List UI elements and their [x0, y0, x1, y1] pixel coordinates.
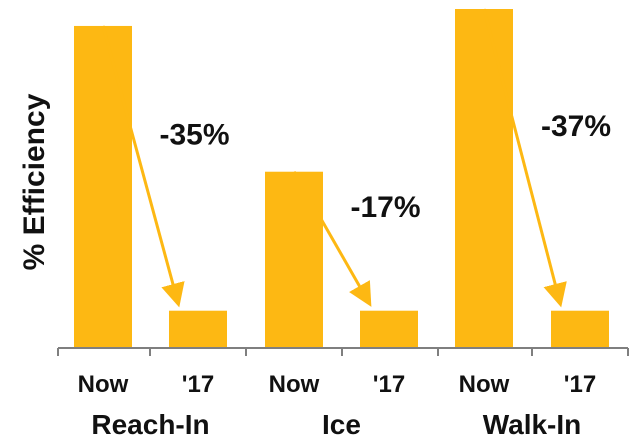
- bar-6: [551, 310, 609, 348]
- y-axis-label: % Efficiency: [18, 93, 51, 270]
- change-arrow-2: [292, 170, 372, 307]
- change-label-1: -35%: [159, 118, 229, 151]
- group-label-reach-in: Reach-In: [91, 409, 209, 440]
- plot-area: [57, 9, 629, 356]
- change-label-3: -37%: [541, 110, 611, 143]
- bar-1: [74, 25, 132, 348]
- x-tick-label-1: Now: [78, 371, 129, 398]
- bar-3: [265, 171, 323, 348]
- bar-5: [455, 9, 513, 348]
- x-tick-label-4: '17: [373, 371, 405, 398]
- x-tick-label-3: Now: [269, 371, 320, 398]
- annotation-arrows: [101, 8, 567, 308]
- bar-2: [169, 310, 227, 348]
- bar-4: [360, 310, 418, 348]
- change-arrow-3: [482, 8, 567, 308]
- x-tick-label-6: '17: [564, 371, 596, 398]
- group-label-walk-in: Walk-In: [483, 409, 582, 440]
- x-tick-label-5: Now: [459, 371, 510, 398]
- group-label-ice: Ice: [322, 409, 361, 440]
- change-arrow-1: [101, 25, 185, 308]
- change-label-2: -17%: [350, 191, 420, 224]
- label-layer: Now '17 Now '17 Now '17 Reach-In Ice Walk-In -35%…: [78, 110, 611, 440]
- x-tick-label-2: '17: [182, 371, 214, 398]
